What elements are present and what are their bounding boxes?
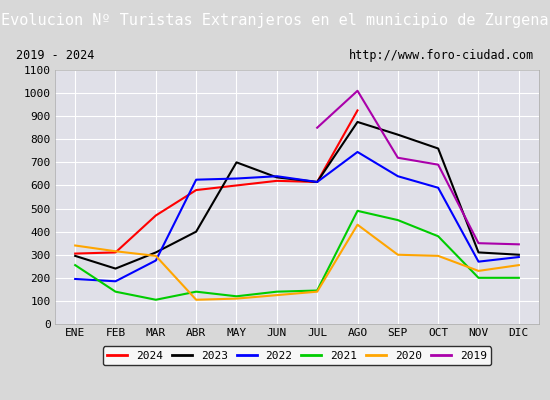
Text: 2019 - 2024: 2019 - 2024: [16, 49, 95, 62]
Legend: 2024, 2023, 2022, 2021, 2020, 2019: 2024, 2023, 2022, 2021, 2020, 2019: [103, 346, 491, 366]
Text: http://www.foro-ciudad.com: http://www.foro-ciudad.com: [349, 49, 534, 62]
Text: Evolucion Nº Turistas Extranjeros en el municipio de Zurgena: Evolucion Nº Turistas Extranjeros en el …: [1, 14, 549, 28]
